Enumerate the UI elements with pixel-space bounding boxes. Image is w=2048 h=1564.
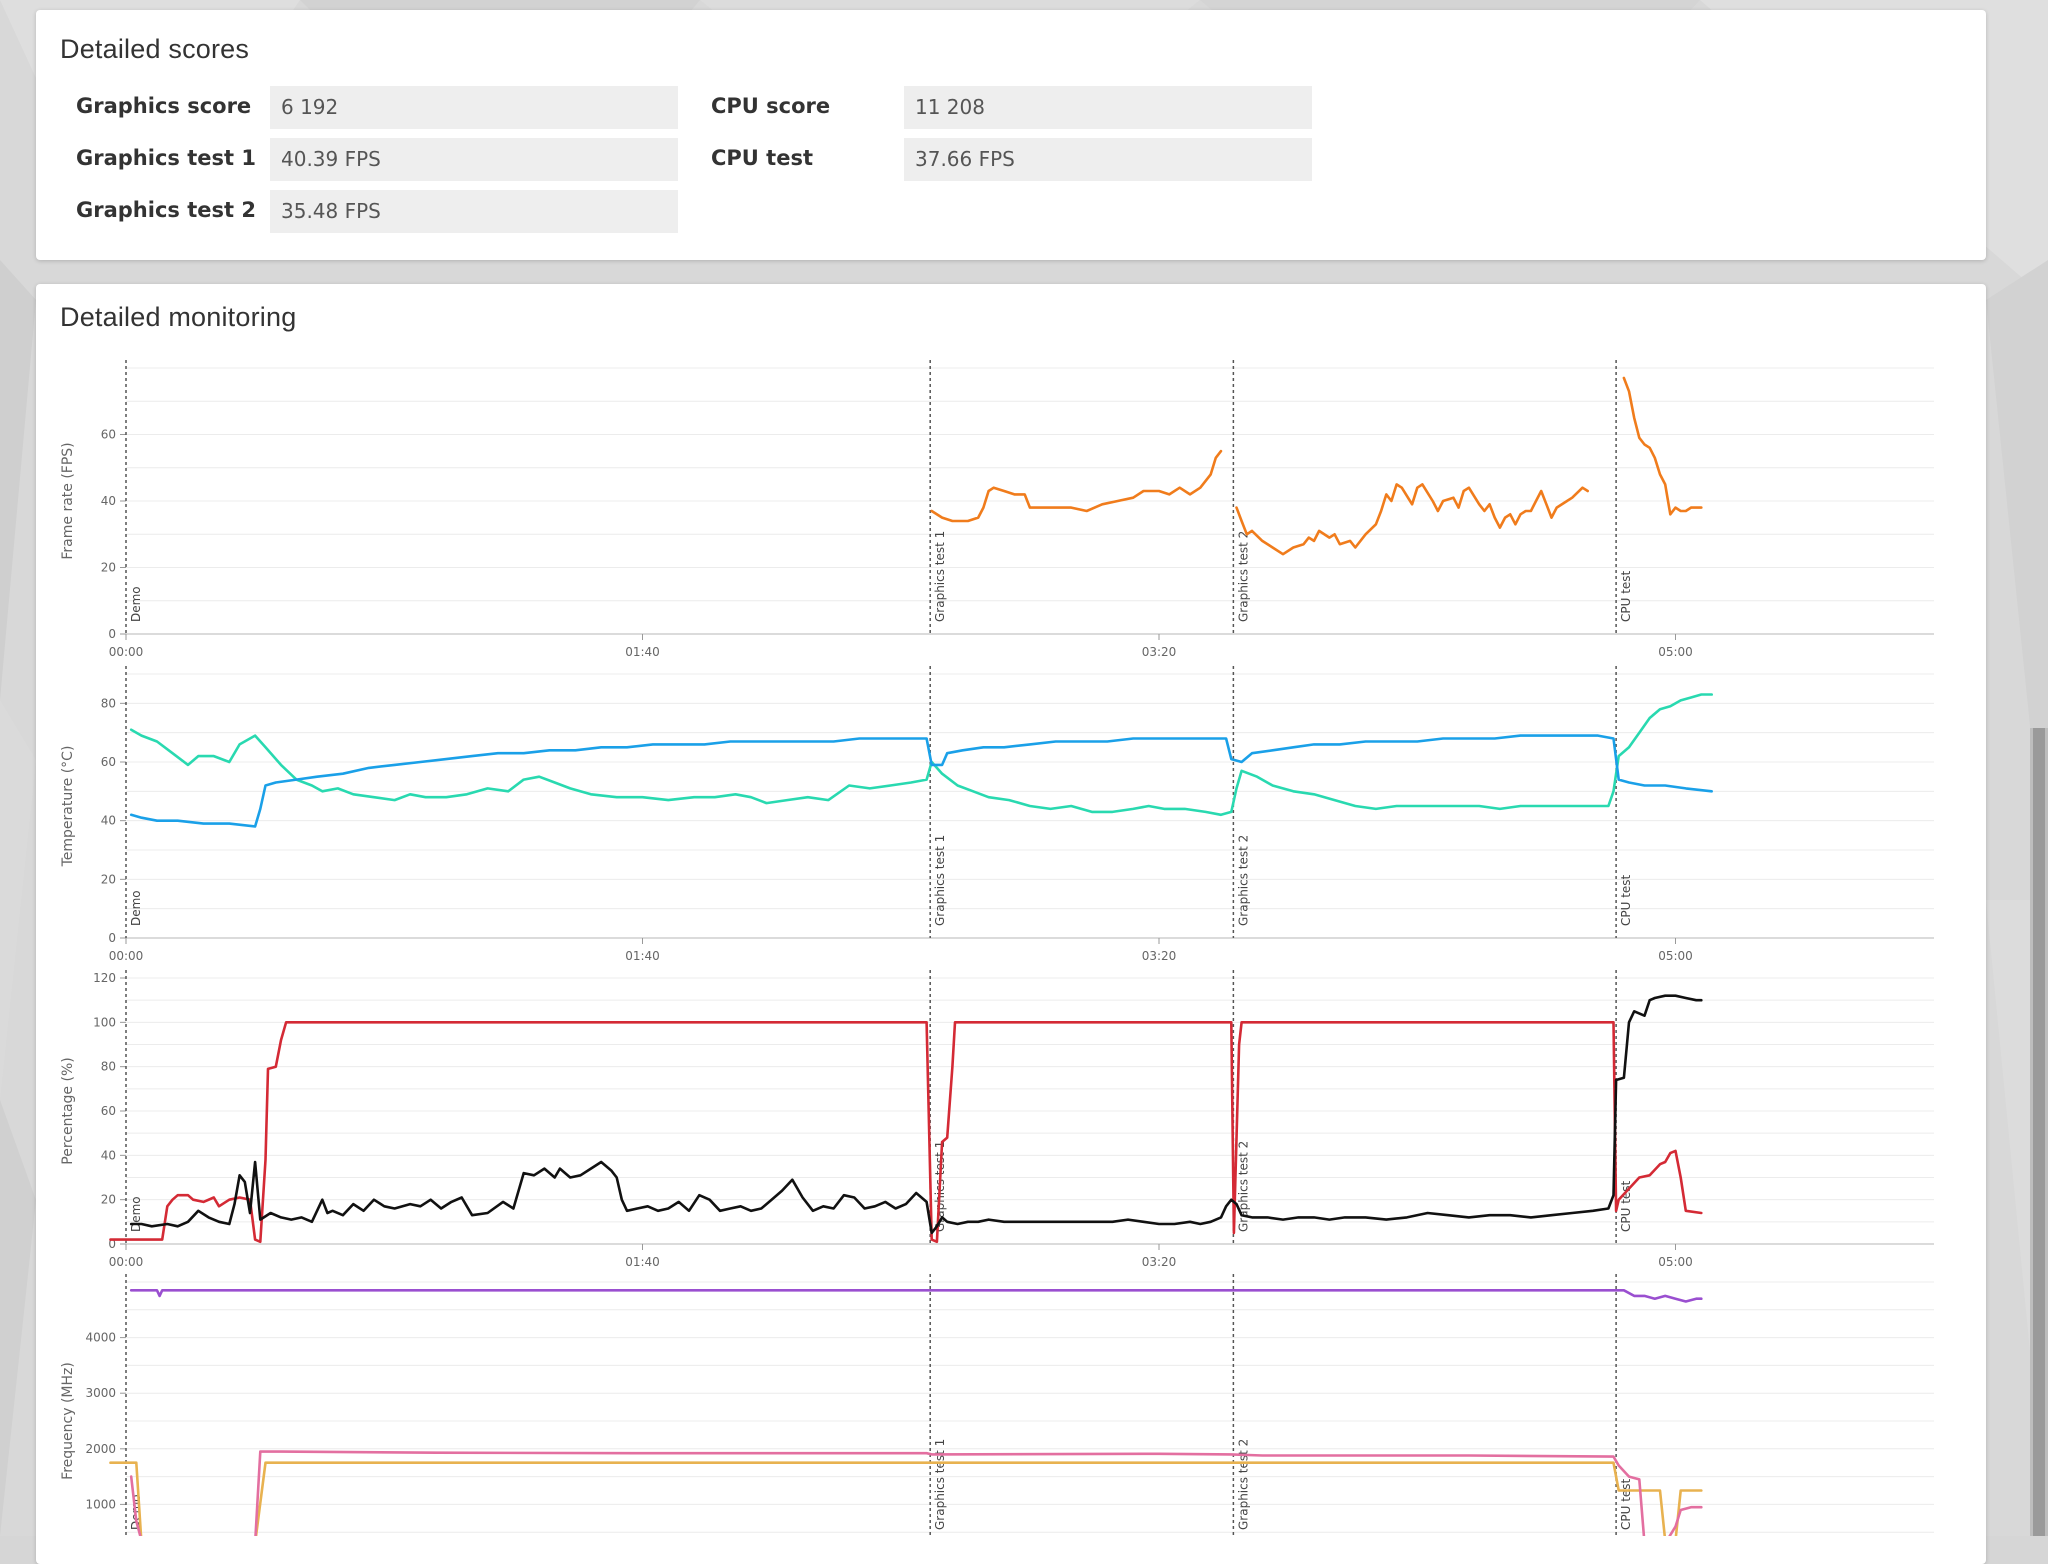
x-tick-label: 01:40 bbox=[625, 645, 660, 659]
phase-label: CPU test bbox=[1619, 1180, 1633, 1232]
series-line-gpu_mem_clock bbox=[109, 1461, 1703, 1536]
y-tick-label: 20 bbox=[101, 872, 116, 886]
y-tick-label: 2000 bbox=[85, 1442, 116, 1456]
x-tick-label: 00:00 bbox=[109, 949, 144, 963]
x-tick-label: 03:20 bbox=[1142, 1255, 1177, 1269]
scrollbar-thumb[interactable] bbox=[2033, 728, 2045, 1536]
graphics-test-2-label: Graphics test 2 bbox=[76, 198, 256, 222]
x-tick-label: 00:00 bbox=[109, 645, 144, 659]
graphics-test-1-label: Graphics test 1 bbox=[76, 146, 256, 170]
series-line-cpu_temp bbox=[129, 734, 1713, 828]
detailed-monitoring-panel: Detailed monitoring bbox=[36, 284, 1986, 1564]
y-tick-label: 60 bbox=[101, 755, 116, 769]
chart-1: 0 20 40 60 Frame rate (FPS) 00:00 01:40 03:20 05… bbox=[60, 360, 1934, 659]
y-tick-label: 1000 bbox=[85, 1497, 116, 1511]
y-axis-label: Temperature (°C) bbox=[60, 746, 76, 868]
phase-label: Demo bbox=[129, 1196, 143, 1232]
phase-label: Graphics test 2 bbox=[1236, 835, 1250, 926]
x-tick-label: 05:00 bbox=[1658, 645, 1693, 659]
y-tick-label: 60 bbox=[101, 1104, 116, 1118]
phase-label: Demo bbox=[129, 890, 143, 926]
y-tick-label: 20 bbox=[101, 1193, 116, 1207]
y-tick-label: 40 bbox=[101, 1148, 116, 1162]
phase-label: Demo bbox=[129, 586, 143, 622]
x-tick-label: 01:40 bbox=[625, 949, 660, 963]
detailed-monitoring-title: Detailed monitoring bbox=[60, 302, 297, 332]
y-tick-label: 100 bbox=[93, 1015, 116, 1029]
phase-label: CPU test bbox=[1619, 1478, 1633, 1530]
series-line-gpu_load bbox=[109, 1020, 1703, 1244]
series-line-fps bbox=[1622, 376, 1703, 516]
cpu-test-label: CPU test bbox=[711, 146, 813, 170]
x-tick-label: 05:00 bbox=[1658, 949, 1693, 963]
y-tick-label: 20 bbox=[101, 561, 116, 575]
phase-label: Graphics test 2 bbox=[1236, 1141, 1250, 1232]
phase-label: Graphics test 2 bbox=[1236, 1439, 1250, 1530]
y-tick-label: 120 bbox=[93, 971, 116, 985]
graphics-test-1-value: 40.39 FPS bbox=[270, 138, 678, 181]
y-tick-label: 0 bbox=[108, 1237, 116, 1251]
y-axis-label: Frequency (MHz) bbox=[60, 1362, 76, 1480]
chart-2: 0 20 40 60 80 Temperature (°C) 00:00 01:40 03:20… bbox=[60, 666, 1934, 963]
y-axis-label: Percentage (%) bbox=[60, 1057, 76, 1164]
cpu-score-value: 11 208 bbox=[904, 86, 1312, 129]
cpu-test-value: 37.66 FPS bbox=[904, 138, 1312, 181]
y-tick-label: 80 bbox=[101, 696, 116, 710]
y-tick-label: 40 bbox=[101, 494, 116, 508]
graphics-score-value: 6 192 bbox=[270, 86, 678, 129]
x-tick-label: 03:20 bbox=[1142, 645, 1177, 659]
series-line-cpu_clock bbox=[129, 1289, 1703, 1303]
phase-label: CPU test bbox=[1619, 570, 1633, 622]
y-tick-label: 80 bbox=[101, 1060, 116, 1074]
chart-3: 0 20 40 60 80 100 120 Percentage (%) 00:00 01:40 0… bbox=[60, 970, 1934, 1269]
y-tick-label: 60 bbox=[101, 428, 116, 442]
series-line-gpu_temp bbox=[129, 693, 1713, 817]
y-axis-label: Frame rate (FPS) bbox=[60, 442, 76, 559]
detailed-scores-panel: Detailed scores Graphics score 6 192 Gra… bbox=[36, 10, 1986, 260]
series-line-cpu_load bbox=[129, 994, 1703, 1235]
graphics-score-label: Graphics score bbox=[76, 94, 252, 118]
y-tick-label: 0 bbox=[108, 931, 116, 945]
phase-label: CPU test bbox=[1619, 874, 1633, 926]
x-tick-label: 03:20 bbox=[1142, 949, 1177, 963]
y-tick-label: 4000 bbox=[85, 1331, 116, 1345]
y-tick-label: 40 bbox=[101, 814, 116, 828]
phase-label: Graphics test 2 bbox=[1236, 531, 1250, 622]
series-line-fps bbox=[930, 449, 1223, 523]
graphics-test-2-value: 35.48 FPS bbox=[270, 190, 678, 233]
phase-label: Graphics test 1 bbox=[933, 1439, 947, 1530]
x-tick-label: 00:00 bbox=[109, 1255, 144, 1269]
detailed-scores-title: Detailed scores bbox=[60, 34, 250, 64]
y-tick-label: 0 bbox=[108, 627, 116, 641]
y-tick-label: 3000 bbox=[85, 1386, 116, 1400]
phase-label: Graphics test 1 bbox=[933, 835, 947, 926]
x-tick-label: 05:00 bbox=[1658, 1255, 1693, 1269]
x-tick-label: 01:40 bbox=[625, 1255, 660, 1269]
series-line-fps bbox=[1235, 483, 1589, 556]
phase-label: Graphics test 1 bbox=[933, 531, 947, 622]
cpu-score-label: CPU score bbox=[711, 94, 831, 118]
series-line-gpu_clock bbox=[129, 1450, 1703, 1536]
